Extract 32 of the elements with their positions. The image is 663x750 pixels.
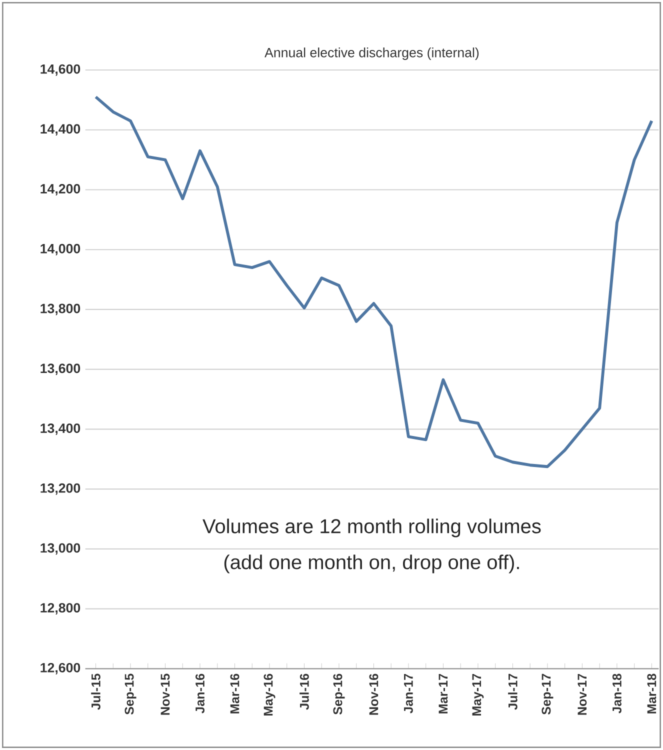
x-tick-label: Sep-17 bbox=[542, 674, 554, 715]
x-tick-label: May-16 bbox=[264, 674, 276, 716]
y-tick-label: 12,600 bbox=[40, 662, 80, 674]
y-tick-label: 14,400 bbox=[40, 124, 80, 136]
annotation: Volumes are 12 month rolling volumes bbox=[202, 518, 541, 538]
y-tick-label: 13,000 bbox=[40, 543, 80, 555]
y-tick-label: 14,000 bbox=[40, 244, 80, 256]
x-tick-label: Nov-16 bbox=[369, 674, 378, 715]
x-tick-label: Mar-16 bbox=[230, 674, 240, 714]
x-tick-label: Jul-17 bbox=[508, 674, 518, 710]
y-tick-label: 13,400 bbox=[40, 424, 80, 435]
x-tick-label: Jul-16 bbox=[300, 674, 309, 710]
y-tick-label: 12,800 bbox=[40, 603, 80, 614]
y-tick-label: 14,200 bbox=[40, 184, 80, 196]
chart-title: Annual elective discharges (internal) bbox=[264, 48, 479, 60]
y-tick-label: 14,600 bbox=[40, 64, 80, 76]
x-tick-label: Mar-18 bbox=[647, 674, 656, 714]
line-series bbox=[94, 95, 654, 468]
y-tick-label: 13,600 bbox=[40, 364, 80, 376]
x-tick-label: Sep-15 bbox=[124, 674, 136, 715]
y-tick-label: 13,800 bbox=[40, 304, 80, 316]
x-tick-label: Jan-16 bbox=[196, 674, 204, 714]
annotation: (add one month on, drop one off). bbox=[224, 554, 519, 574]
x-tick-label: Jan-18 bbox=[612, 674, 622, 714]
x-tick-label: Nov-15 bbox=[160, 674, 170, 715]
x-tick-label: May-17 bbox=[472, 674, 484, 716]
x-tick-label: Sep-16 bbox=[333, 674, 345, 715]
x-tick-label: Mar-17 bbox=[438, 674, 448, 714]
x-tick-label: Jul-15 bbox=[91, 674, 100, 710]
y-tick-label: 13,200 bbox=[40, 483, 80, 495]
x-tick-label: Jan-17 bbox=[404, 674, 413, 714]
x-tick-label: Nov-17 bbox=[578, 674, 587, 715]
